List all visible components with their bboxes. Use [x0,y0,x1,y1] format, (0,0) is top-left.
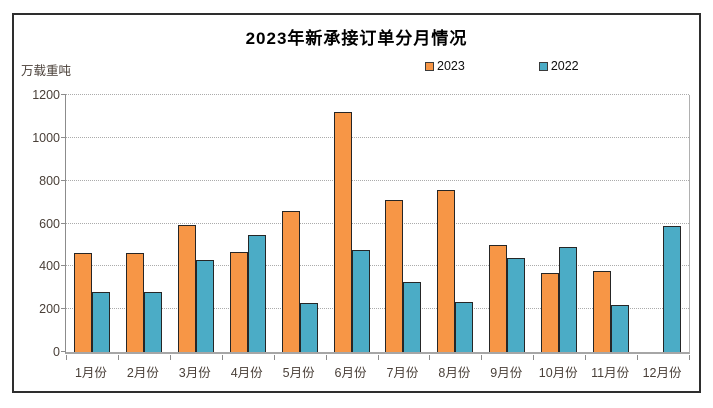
bar-2023-11月份 [593,271,612,352]
legend-label: 2023 [437,59,465,73]
bar-2022-7月份 [403,282,422,352]
plot-area [61,94,690,360]
y-axis-label: 1200 [32,88,60,102]
bar-2023-1月份 [73,253,92,352]
bar-2022-11月份 [611,305,630,352]
x-axis-label: 9月份 [490,366,523,380]
x-axis-tick [169,355,171,360]
x-axis-label: 8月份 [438,366,471,380]
legend: 2023 2022 [425,59,579,73]
legend-item-2022: 2022 [538,59,579,73]
x-axis-tick [637,355,639,360]
gridline [66,136,689,138]
legend-swatch-icon [425,61,434,71]
y-axis-tick [61,265,66,267]
bar-2022-12月份 [663,225,682,352]
bar-2023-3月份 [177,225,196,352]
y-axis-tick [61,308,66,310]
y-axis-tick [61,136,66,138]
bar-2023-8月份 [437,190,456,352]
x-axis-label: 4月份 [230,366,263,380]
bar-2022-2月份 [143,291,162,352]
bar-2022-9月份 [507,257,526,352]
x-axis-label: 7月份 [386,366,419,380]
legend-item-2023: 2023 [425,59,465,73]
x-axis-label: 10月份 [538,366,578,380]
y-axis-label: 1000 [32,130,60,145]
x-axis-label: 3月份 [178,366,211,380]
y-axis-unit-label: 万载重吨 [21,64,72,78]
x-axis-tick [377,355,379,360]
bar-2023-4月份 [229,252,248,352]
bar-2022-6月份 [351,250,370,352]
y-axis-label: 0 [53,345,60,359]
y-axis-label: 400 [39,259,60,274]
y-axis-tick-labels: 0 200 400 600 800 1000 1200 [16,88,60,359]
y-axis-tick [61,222,66,224]
y-axis-tick [61,179,66,181]
y-axis-label: 600 [39,216,60,231]
bar-2022-5月份 [299,303,318,352]
gridline [66,222,689,224]
x-axis-tick [273,355,275,360]
x-axis-label: 2月份 [126,366,159,380]
gridline [66,308,689,310]
legend-label: 2022 [550,59,579,73]
x-axis-tick [325,355,327,360]
gridline [66,179,689,181]
y-axis-tick [61,94,66,95]
x-axis-tick [689,355,690,360]
bar-2022-8月份 [455,302,474,352]
bar-2023-9月份 [489,244,508,352]
y-axis-label: 200 [39,302,60,317]
x-axis-tick [533,355,535,360]
x-axis-label: 1月份 [74,366,107,380]
bar-2022-10月份 [559,247,578,352]
bar-2022-3月份 [195,259,214,352]
gridline [66,265,689,267]
x-axis-tick [117,355,119,360]
chart-title: 2023年新承接订单分月情况 [245,29,468,48]
x-axis-tick [429,355,431,360]
x-axis-label: 6月份 [334,366,367,380]
x-axis-label: 11月份 [591,366,630,380]
gridline [66,94,689,95]
bar-2023-2月份 [125,252,144,352]
x-axis-tick [66,355,67,360]
x-axis-tick-labels: 1月份 2月份 3月份 4月份 5月份 6月份 7月份 8月份 9月份 10月份 11月份 12月份 [65,362,688,382]
x-axis-tick [481,355,483,360]
bar-2023-6月份 [333,112,352,352]
bar-2023-7月份 [385,200,404,352]
y-axis-label: 800 [39,173,60,188]
bar-2023-5月份 [281,211,300,352]
x-axis-tick [221,355,223,360]
bar-2022-1月份 [91,291,110,352]
y-axis-tick [61,351,66,352]
x-axis-tick [585,355,587,360]
legend-swatch-icon [538,61,548,71]
chart-frame: 2023年新承接订单分月情况 万载重吨 2023 2022 0 200 400 600 8… [12,13,701,393]
x-axis-label: 12月份 [642,366,682,380]
x-axis-label: 5月份 [282,366,315,380]
bar-2022-4月份 [247,235,266,352]
bar-2023-10月份 [541,272,560,352]
